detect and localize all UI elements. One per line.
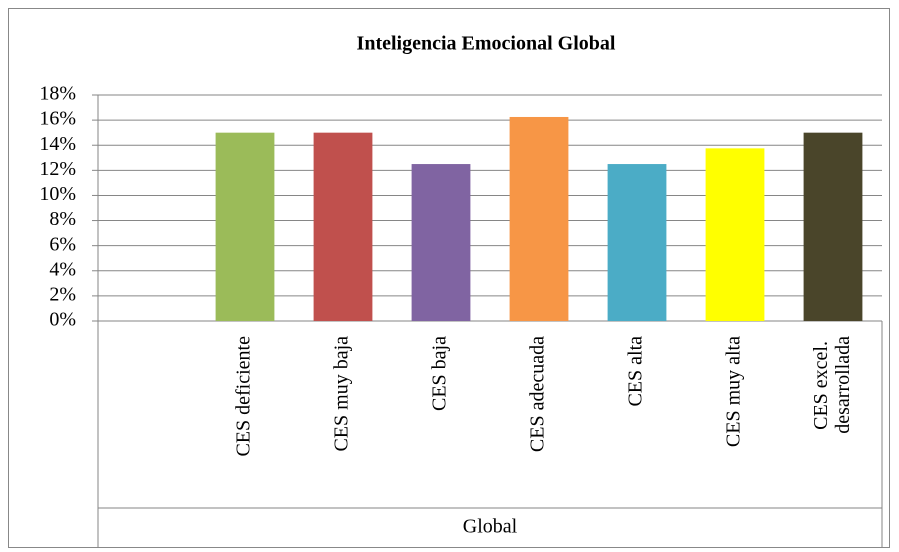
x-tick-label: CES baja (429, 336, 451, 411)
bar (803, 132, 863, 321)
bar (411, 164, 471, 321)
x-tick-label: CES muy alta (723, 336, 745, 447)
y-tick-label: 16% (39, 108, 76, 130)
y-tick-label: 12% (39, 158, 76, 180)
bar (509, 116, 569, 321)
y-tick-label: 2% (49, 283, 76, 305)
chart-title: Inteligencia Emocional Global (357, 33, 616, 55)
x-tick-label: CES muy baja (331, 336, 353, 452)
bar (215, 132, 275, 321)
group-label: Global (463, 516, 518, 538)
x-tick-label: CES deficiente (233, 336, 255, 457)
x-tick-label: CES alta (625, 336, 647, 407)
bar (705, 148, 765, 321)
x-tick-label: CES excel. desarrollada (810, 336, 854, 434)
bar (607, 164, 667, 321)
y-tick-label: 14% (39, 133, 76, 155)
x-tick-label: CES adecuada (527, 336, 549, 452)
y-tick-label: 0% (49, 309, 76, 331)
bar (313, 132, 373, 321)
y-tick-label: 8% (49, 208, 76, 230)
y-tick-label: 10% (39, 183, 76, 205)
y-tick-label: 6% (49, 233, 76, 255)
y-tick-label: 4% (49, 258, 76, 280)
y-tick-label: 18% (39, 83, 76, 105)
